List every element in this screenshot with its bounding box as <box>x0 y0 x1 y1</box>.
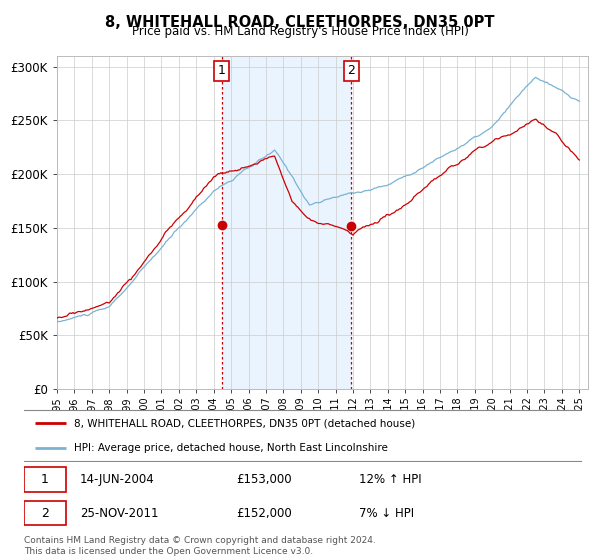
Text: 1: 1 <box>218 64 226 77</box>
Text: 1: 1 <box>41 473 49 486</box>
Bar <box>221 56 351 389</box>
FancyBboxPatch shape <box>24 501 66 525</box>
Text: £152,000: £152,000 <box>236 507 292 520</box>
Text: 14-JUN-2004: 14-JUN-2004 <box>80 473 155 486</box>
Text: HPI: Average price, detached house, North East Lincolnshire: HPI: Average price, detached house, Nort… <box>74 442 388 452</box>
Text: £153,000: £153,000 <box>236 473 292 486</box>
Text: 8, WHITEHALL ROAD, CLEETHORPES, DN35 0PT (detached house): 8, WHITEHALL ROAD, CLEETHORPES, DN35 0PT… <box>74 418 415 428</box>
Text: Contains HM Land Registry data © Crown copyright and database right 2024.
This d: Contains HM Land Registry data © Crown c… <box>24 536 376 556</box>
Text: 2: 2 <box>41 507 49 520</box>
Text: 7% ↓ HPI: 7% ↓ HPI <box>359 507 414 520</box>
Text: 8, WHITEHALL ROAD, CLEETHORPES, DN35 0PT: 8, WHITEHALL ROAD, CLEETHORPES, DN35 0PT <box>105 15 495 30</box>
FancyBboxPatch shape <box>21 410 584 461</box>
Text: Price paid vs. HM Land Registry's House Price Index (HPI): Price paid vs. HM Land Registry's House … <box>131 25 469 38</box>
Text: 12% ↑ HPI: 12% ↑ HPI <box>359 473 421 486</box>
Text: 2: 2 <box>347 64 355 77</box>
FancyBboxPatch shape <box>24 468 66 492</box>
Text: 25-NOV-2011: 25-NOV-2011 <box>80 507 158 520</box>
